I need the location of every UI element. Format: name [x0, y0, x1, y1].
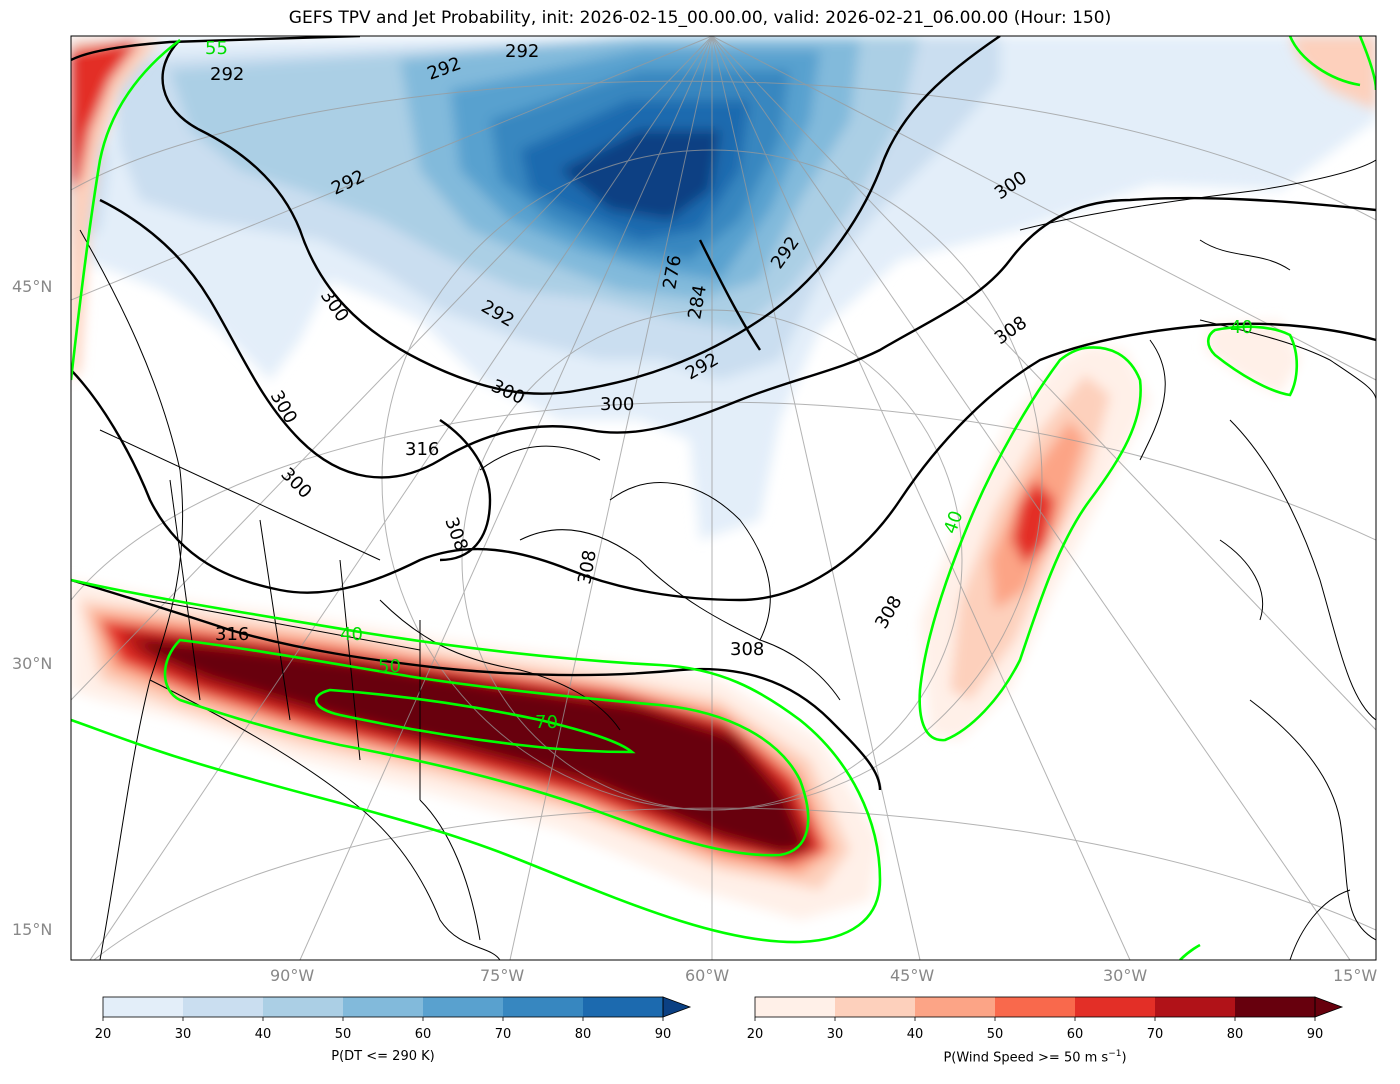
- theta-contours: [71, 36, 1376, 791]
- colorbar-jet-frame: [754, 996, 1316, 1018]
- colorbar-tpv-tick-label: 30: [174, 1027, 192, 1042]
- colorbar-jet-color-bin: [835, 997, 916, 1017]
- colorbar-jet-color-bin: [1075, 997, 1156, 1017]
- colorbar-jet-color-bin: [755, 997, 836, 1017]
- colorbar-jet-tick-label: 30: [826, 1027, 844, 1042]
- contour-label-theta: 292: [505, 41, 539, 62]
- jet-contours: [71, 36, 1376, 960]
- lon-label: 45°W: [890, 966, 935, 985]
- colorbar-tpv-color-bin: [263, 997, 344, 1017]
- lon-label: 90°W: [270, 966, 315, 985]
- colorbar-jet-tick-label: 60: [1066, 1027, 1084, 1042]
- colorbar-jet: [754, 996, 1344, 1021]
- colorbar-tpv-tick-label: 90: [654, 1027, 672, 1042]
- contour-label-jet: 55: [205, 38, 228, 59]
- colorbar-tpv: [102, 996, 692, 1021]
- lon-label: 30°W: [1103, 966, 1148, 985]
- graticule-lines: [71, 36, 1376, 960]
- colorbar-tpv-color-bin: [183, 997, 264, 1017]
- colorbar-jet-color-bin: [995, 997, 1076, 1017]
- figure-title: GEFS TPV and Jet Probability, init: 2026…: [288, 8, 1112, 28]
- colorbar-jet-label-sup: −1: [1108, 1049, 1122, 1059]
- contour-label-theta: 316: [215, 624, 249, 645]
- colorbar-jet-label-text: P(Wind Speed >= 50 m s: [943, 1050, 1109, 1066]
- contour-label-jet: 40: [340, 624, 363, 645]
- contour-label-jet: 40: [1230, 317, 1253, 338]
- colorbar-jet-tick-label: 90: [1306, 1027, 1324, 1042]
- map-frame: [70, 35, 1377, 961]
- colorbar-jet-extend-arrow: [1314, 996, 1344, 1018]
- colorbar-tpv-tick-label: 80: [574, 1027, 592, 1042]
- contour-label-jet: 50: [378, 656, 401, 677]
- colorbar-jet-tick-label: 70: [1146, 1027, 1164, 1042]
- lat-label: 30°N: [12, 654, 53, 673]
- colorbar-tpv-tick-label: 20: [94, 1027, 112, 1042]
- contour-label-theta: 292: [210, 64, 244, 85]
- contour-label-theta: 300: [276, 464, 315, 503]
- contour-label-theta: 308: [730, 639, 764, 660]
- colorbar-jet-label-end: ): [1121, 1050, 1127, 1066]
- colorbar-tpv-label: P(DT <= 290 K): [331, 1049, 435, 1064]
- contour-label-theta: 316: [405, 439, 439, 460]
- contour-label-theta: 308: [440, 515, 471, 554]
- colorbar-tpv-color-bin: [343, 997, 424, 1017]
- colorbar-tpv-frame: [102, 996, 664, 1018]
- colorbar-jet-color-bin: [915, 997, 996, 1017]
- colorbar-tpv-color-bin: [503, 997, 584, 1017]
- colorbar-jet-color-bin: [1235, 997, 1316, 1017]
- coastlines: [79, 159, 1376, 960]
- colorbar-tpv-tick-label: 40: [254, 1027, 272, 1042]
- contour-label-theta: 300: [266, 387, 301, 427]
- lon-label: 75°W: [480, 966, 525, 985]
- contour-label-theta: 308: [871, 592, 906, 632]
- colorbar-jet-color-bin: [1155, 997, 1236, 1017]
- lon-label: 60°W: [685, 966, 730, 985]
- colorbar-tpv-color-bin: [583, 997, 664, 1017]
- lat-label: 15°N: [12, 920, 53, 939]
- colorbar-jet-tick-label: 80: [1226, 1027, 1244, 1042]
- colorbar-jet-tick-label: 40: [906, 1027, 924, 1042]
- colorbar-tpv-tick-label: 70: [494, 1027, 512, 1042]
- colorbar-tpv-tick-label: 50: [334, 1027, 352, 1042]
- jet-probability-shading: [71, 36, 1376, 920]
- colorbar-jet-label: P(Wind Speed >= 50 m s−1): [700, 1049, 1370, 1065]
- colorbar-jet-tick-label: 50: [986, 1027, 1004, 1042]
- colorbar-tpv-color-bin: [423, 997, 504, 1017]
- contour-label-theta: 300: [600, 394, 634, 415]
- colorbar-jet-tick-label: 20: [746, 1027, 764, 1042]
- lon-label: 15°W: [1333, 966, 1378, 985]
- colorbar-tpv-extend-arrow: [662, 996, 692, 1018]
- lat-label: 45°N: [12, 277, 53, 296]
- contour-label-jet: 70: [535, 712, 558, 733]
- contour-label-theta: 308: [991, 312, 1031, 349]
- colorbar-tpv-tick-label: 60: [414, 1027, 432, 1042]
- colorbar-tpv-color-bin: [103, 997, 184, 1017]
